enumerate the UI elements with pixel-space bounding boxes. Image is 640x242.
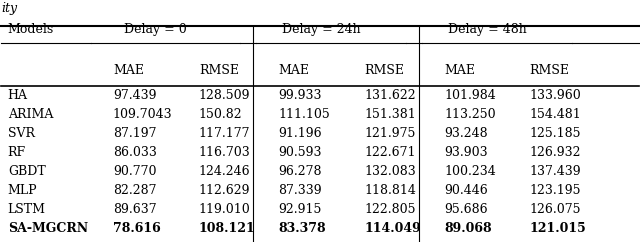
Text: RMSE: RMSE xyxy=(199,64,239,77)
Text: 97.439: 97.439 xyxy=(113,89,156,102)
Text: GBDT: GBDT xyxy=(8,165,45,178)
Text: 99.933: 99.933 xyxy=(278,89,322,102)
Text: 111.105: 111.105 xyxy=(278,108,330,121)
Text: 122.805: 122.805 xyxy=(365,203,416,216)
Text: RMSE: RMSE xyxy=(365,64,404,77)
Text: ity: ity xyxy=(1,2,17,15)
Text: 122.671: 122.671 xyxy=(365,146,416,159)
Text: MAE: MAE xyxy=(278,64,310,77)
Text: MAE: MAE xyxy=(113,64,144,77)
Text: SA-MGCRN: SA-MGCRN xyxy=(8,222,88,235)
Text: 113.250: 113.250 xyxy=(444,108,496,121)
Text: 114.049: 114.049 xyxy=(365,222,421,235)
Text: RMSE: RMSE xyxy=(529,64,569,77)
Text: 121.015: 121.015 xyxy=(529,222,586,235)
Text: 124.246: 124.246 xyxy=(199,165,250,178)
Text: 91.196: 91.196 xyxy=(278,127,322,140)
Text: 150.82: 150.82 xyxy=(199,108,243,121)
Text: 90.446: 90.446 xyxy=(444,184,488,197)
Text: 118.814: 118.814 xyxy=(365,184,417,197)
Text: 116.703: 116.703 xyxy=(199,146,251,159)
Text: 126.075: 126.075 xyxy=(529,203,580,216)
Text: 86.033: 86.033 xyxy=(113,146,157,159)
Text: 154.481: 154.481 xyxy=(529,108,580,121)
Text: 151.381: 151.381 xyxy=(365,108,417,121)
Text: 87.339: 87.339 xyxy=(278,184,322,197)
Text: 131.622: 131.622 xyxy=(365,89,416,102)
Text: Delay = 24h: Delay = 24h xyxy=(282,23,360,36)
Text: 101.984: 101.984 xyxy=(444,89,496,102)
Text: Delay = 48h: Delay = 48h xyxy=(447,23,526,36)
Text: 78.616: 78.616 xyxy=(113,222,161,235)
Text: Delay = 0: Delay = 0 xyxy=(124,23,187,36)
Text: MLP: MLP xyxy=(8,184,37,197)
Text: 119.010: 119.010 xyxy=(199,203,251,216)
Text: 90.770: 90.770 xyxy=(113,165,156,178)
Text: 83.378: 83.378 xyxy=(278,222,326,235)
Text: 132.083: 132.083 xyxy=(365,165,417,178)
Text: 117.177: 117.177 xyxy=(199,127,250,140)
Text: MAE: MAE xyxy=(444,64,476,77)
Text: HA: HA xyxy=(8,89,28,102)
Text: 109.7043: 109.7043 xyxy=(113,108,173,121)
Text: 123.195: 123.195 xyxy=(529,184,580,197)
Text: 89.068: 89.068 xyxy=(444,222,492,235)
Text: Models: Models xyxy=(8,23,54,36)
Text: 87.197: 87.197 xyxy=(113,127,156,140)
Text: 93.248: 93.248 xyxy=(444,127,488,140)
Text: 121.975: 121.975 xyxy=(365,127,416,140)
Text: 96.278: 96.278 xyxy=(278,165,322,178)
Text: LSTM: LSTM xyxy=(8,203,46,216)
Text: SVR: SVR xyxy=(8,127,35,140)
Text: 90.593: 90.593 xyxy=(278,146,322,159)
Text: 108.121: 108.121 xyxy=(199,222,255,235)
Text: RF: RF xyxy=(8,146,26,159)
Text: 100.234: 100.234 xyxy=(444,165,496,178)
Text: 92.915: 92.915 xyxy=(278,203,322,216)
Text: 93.903: 93.903 xyxy=(444,146,488,159)
Text: 125.185: 125.185 xyxy=(529,127,580,140)
Text: 95.686: 95.686 xyxy=(444,203,488,216)
Text: 137.439: 137.439 xyxy=(529,165,580,178)
Text: ARIMA: ARIMA xyxy=(8,108,53,121)
Text: 89.637: 89.637 xyxy=(113,203,157,216)
Text: 133.960: 133.960 xyxy=(529,89,580,102)
Text: 126.932: 126.932 xyxy=(529,146,580,159)
Text: 128.509: 128.509 xyxy=(199,89,250,102)
Text: 112.629: 112.629 xyxy=(199,184,250,197)
Text: 82.287: 82.287 xyxy=(113,184,156,197)
